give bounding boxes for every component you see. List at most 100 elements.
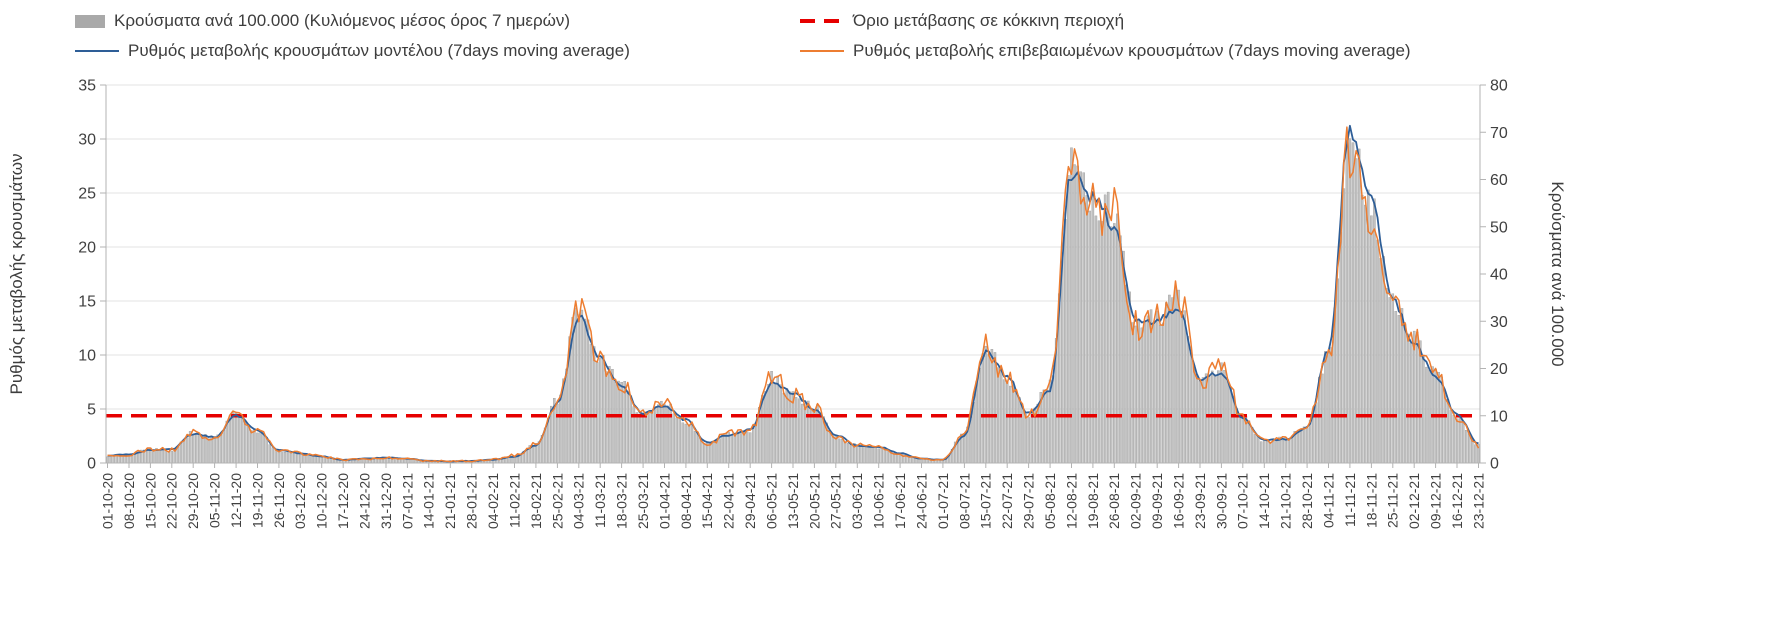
svg-text:07-01-21: 07-01-21 [399, 473, 415, 529]
legend-label-cases-bars: Κρούσματα ανά 100.000 (Κυλιόμενος μέσος … [114, 11, 571, 30]
svg-text:23-12-21: 23-12-21 [1470, 473, 1486, 529]
svg-text:15-04-21: 15-04-21 [699, 473, 715, 529]
svg-text:29-10-20: 29-10-20 [185, 473, 201, 529]
legend-item-model-line: Ρυθμός μεταβολής κρουσμάτων μοντέλου (7d… [75, 40, 630, 62]
svg-text:27-05-21: 27-05-21 [828, 473, 844, 529]
svg-text:25: 25 [78, 186, 96, 203]
svg-text:31-12-20: 31-12-20 [378, 473, 394, 529]
svg-text:08-10-20: 08-10-20 [121, 473, 137, 529]
svg-text:08-07-21: 08-07-21 [956, 473, 972, 529]
right-axis-title: Κρούσματα ανά 100.000 [1548, 181, 1567, 366]
dashed-line-swatch-icon [800, 19, 844, 23]
svg-text:25-11-21: 25-11-21 [1385, 473, 1401, 528]
svg-text:18-02-21: 18-02-21 [528, 473, 544, 529]
svg-text:08-04-21: 08-04-21 [678, 473, 694, 529]
legend-item-confirmed-line: Ρυθμός μεταβολής επιβεβαιωμένων κρουσμάτ… [800, 40, 1411, 62]
left-axis-title: Ρυθμός μεταβολής κρουσμάτων [7, 154, 26, 395]
svg-text:28-10-21: 28-10-21 [1299, 473, 1315, 529]
x-axis-labels: 01-10-20 08-10-20 15-10-20 22-10-20 29-10-20… [99, 463, 1486, 529]
svg-text:24-06-21: 24-06-21 [913, 473, 929, 529]
confirmed-line [107, 126, 1480, 463]
svg-text:14-01-21: 14-01-21 [421, 473, 437, 529]
svg-text:13-05-21: 13-05-21 [785, 473, 801, 529]
svg-text:17-06-21: 17-06-21 [892, 473, 908, 529]
svg-text:02-09-21: 02-09-21 [1128, 473, 1144, 529]
svg-text:15: 15 [78, 294, 96, 311]
svg-text:19-11-20: 19-11-20 [249, 473, 265, 528]
blue-line-swatch-icon [75, 50, 119, 52]
svg-text:17-12-20: 17-12-20 [335, 473, 351, 529]
svg-text:15-10-20: 15-10-20 [142, 473, 158, 529]
svg-text:11-11-21: 11-11-21 [1342, 473, 1358, 527]
svg-text:10-12-20: 10-12-20 [314, 473, 330, 529]
svg-text:23-09-21: 23-09-21 [1192, 473, 1208, 529]
svg-text:25-03-21: 25-03-21 [635, 473, 651, 529]
svg-text:22-07-21: 22-07-21 [999, 473, 1015, 529]
svg-text:01-10-20: 01-10-20 [99, 473, 115, 529]
svg-text:09-09-21: 09-09-21 [1149, 473, 1165, 529]
svg-text:25-02-21: 25-02-21 [549, 473, 565, 529]
bars-series [106, 137, 1480, 464]
svg-text:05-11-20: 05-11-20 [207, 473, 223, 528]
svg-text:14-10-21: 14-10-21 [1256, 473, 1272, 529]
svg-text:29-07-21: 29-07-21 [1021, 473, 1037, 529]
svg-text:04-02-21: 04-02-21 [485, 473, 501, 529]
svg-text:21-01-21: 21-01-21 [442, 473, 458, 529]
legend-item-cases-bars: Κρούσματα ανά 100.000 (Κυλιόμενος μέσος … [75, 10, 570, 32]
legend-label-confirmed-line: Ρυθμός μεταβολής επιβεβαιωμένων κρουσμάτ… [853, 41, 1411, 60]
svg-text:26-08-21: 26-08-21 [1106, 473, 1122, 529]
svg-text:35: 35 [78, 78, 96, 95]
svg-text:04-11-21: 04-11-21 [1320, 473, 1336, 528]
svg-text:20-05-21: 20-05-21 [806, 473, 822, 529]
right-axis-ticks: 0 10 20 30 40 50 60 70 80 [1480, 78, 1508, 473]
left-axis-ticks: 0 5 10 15 20 25 30 35 [78, 78, 106, 473]
svg-text:06-05-21: 06-05-21 [764, 473, 780, 529]
svg-text:40: 40 [1490, 267, 1508, 284]
svg-text:10-06-21: 10-06-21 [871, 473, 887, 529]
svg-text:16-09-21: 16-09-21 [1171, 473, 1187, 529]
svg-text:12-08-21: 12-08-21 [1063, 473, 1079, 529]
svg-text:30: 30 [1490, 314, 1508, 331]
svg-text:80: 80 [1490, 78, 1508, 95]
svg-text:07-10-21: 07-10-21 [1235, 473, 1251, 529]
svg-text:01-07-21: 01-07-21 [935, 473, 951, 529]
svg-text:11-02-21: 11-02-21 [506, 473, 522, 528]
svg-text:21-10-21: 21-10-21 [1278, 473, 1294, 529]
svg-text:04-03-21: 04-03-21 [571, 473, 587, 529]
svg-text:30: 30 [78, 132, 96, 149]
svg-text:24-12-20: 24-12-20 [357, 473, 373, 529]
svg-text:5: 5 [87, 402, 96, 419]
svg-text:29-04-21: 29-04-21 [742, 473, 758, 529]
svg-text:10: 10 [1490, 408, 1508, 425]
legend-item-threshold: Όριο μετάβασης σε κόκκινη περιοχή [800, 10, 1124, 32]
svg-text:20: 20 [78, 240, 96, 257]
svg-text:02-12-21: 02-12-21 [1406, 473, 1422, 529]
svg-text:22-04-21: 22-04-21 [721, 473, 737, 529]
svg-text:09-12-21: 09-12-21 [1428, 473, 1444, 529]
svg-text:50: 50 [1490, 219, 1508, 236]
orange-line-swatch-icon [800, 50, 844, 52]
svg-text:0: 0 [87, 456, 96, 473]
legend-label-threshold: Όριο μετάβασης σε κόκκινη περιοχή [853, 11, 1125, 30]
svg-text:10: 10 [78, 348, 96, 365]
svg-text:16-12-21: 16-12-21 [1449, 473, 1465, 529]
svg-text:01-04-21: 01-04-21 [656, 473, 672, 529]
svg-text:22-10-20: 22-10-20 [164, 473, 180, 529]
svg-text:12-11-20: 12-11-20 [228, 473, 244, 528]
svg-text:30-09-21: 30-09-21 [1213, 473, 1229, 529]
bar-swatch-icon [75, 14, 105, 28]
svg-text:0: 0 [1490, 456, 1499, 473]
legend-label-model-line: Ρυθμός μεταβολής κρουσμάτων μοντέλου (7d… [128, 41, 630, 60]
svg-text:60: 60 [1490, 172, 1508, 189]
svg-text:28-01-21: 28-01-21 [464, 473, 480, 529]
gridlines [106, 84, 1480, 410]
svg-text:11-03-21: 11-03-21 [592, 473, 608, 528]
svg-text:18-03-21: 18-03-21 [614, 473, 630, 529]
svg-text:19-08-21: 19-08-21 [1085, 473, 1101, 529]
svg-text:26-11-20: 26-11-20 [271, 473, 287, 528]
svg-text:05-08-21: 05-08-21 [1042, 473, 1058, 529]
svg-text:18-11-21: 18-11-21 [1363, 473, 1379, 528]
